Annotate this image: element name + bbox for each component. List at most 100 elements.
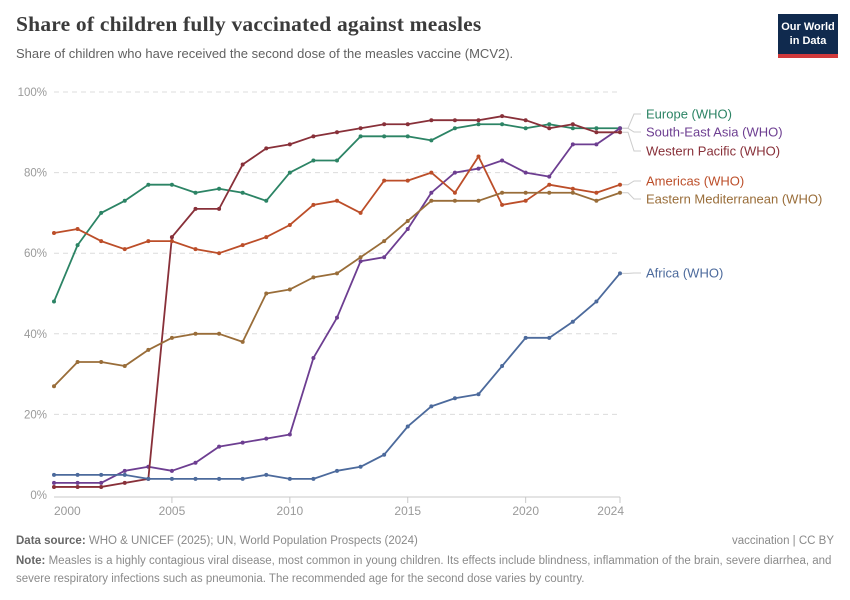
point-eastern-mediterranean-who-2006 — [193, 331, 198, 336]
point-western-pacific-who-2019 — [500, 114, 505, 119]
point-eastern-mediterranean-who-2004 — [146, 347, 151, 352]
point-europe-who-2015 — [405, 134, 410, 139]
point-eastern-mediterranean-who-2024 — [618, 190, 622, 195]
legend-label-africa-who[interactable]: Africa (WHO) — [646, 266, 723, 281]
series-line-americas-who — [53, 155, 621, 255]
point-europe-who-2002 — [99, 210, 104, 215]
y-tick-label-0: 0% — [30, 490, 47, 502]
point-western-pacific-who-2011 — [311, 134, 316, 139]
point-americas-who-2021 — [547, 182, 552, 187]
point-europe-who-2004 — [146, 182, 151, 187]
y-tick-label-20: 20% — [24, 409, 47, 421]
legend-label-south-east-asia-who[interactable]: South-East Asia (WHO) — [646, 125, 783, 140]
point-south-east-asia-who-2020 — [523, 170, 528, 175]
legend-label-europe-who[interactable]: Europe (WHO) — [646, 107, 732, 122]
point-south-east-asia-who-2011 — [311, 355, 316, 360]
y-tick-label-80: 80% — [24, 168, 47, 180]
point-africa-who-2009 — [264, 472, 269, 477]
point-europe-who-2018 — [476, 122, 481, 127]
point-africa-who-2015 — [405, 424, 410, 429]
point-europe-who-2008 — [240, 190, 245, 195]
point-americas-who-2013 — [358, 210, 363, 215]
x-tick-label-2000: 2000 — [54, 504, 81, 518]
point-south-east-asia-who-2016 — [429, 190, 434, 195]
owid-logo[interactable]: Our World in Data — [778, 14, 838, 58]
point-eastern-mediterranean-who-2022 — [570, 190, 575, 195]
point-africa-who-2020 — [523, 335, 528, 340]
point-americas-who-2024 — [618, 182, 622, 187]
point-western-pacific-who-2024 — [618, 130, 622, 135]
point-eastern-mediterranean-who-2023 — [594, 198, 599, 203]
point-europe-who-2007 — [217, 186, 222, 191]
point-western-pacific-who-2006 — [193, 206, 198, 211]
point-americas-who-2009 — [264, 235, 269, 240]
point-south-east-asia-who-2010 — [287, 432, 292, 437]
point-south-east-asia-who-2019 — [500, 158, 505, 163]
point-americas-who-2000 — [52, 231, 56, 236]
point-south-east-asia-who-2006 — [193, 460, 198, 465]
chart-header: Share of children fully vaccinated again… — [16, 12, 746, 61]
point-africa-who-2008 — [240, 476, 245, 481]
point-eastern-mediterranean-who-2008 — [240, 339, 245, 344]
point-americas-who-2017 — [452, 190, 457, 195]
note-label: Note: — [16, 555, 46, 568]
point-africa-who-2005 — [169, 476, 174, 481]
legend-connector-europe-who — [622, 113, 641, 129]
point-western-pacific-who-2005 — [169, 235, 174, 240]
x-tick-label-2005: 2005 — [159, 504, 186, 518]
point-europe-who-2012 — [335, 158, 339, 163]
point-eastern-mediterranean-who-2003 — [122, 364, 127, 369]
legend-label-eastern-mediterranean-who[interactable]: Eastern Mediterranean (WHO) — [646, 192, 822, 207]
point-south-east-asia-who-2018 — [476, 166, 481, 171]
point-americas-who-2007 — [217, 251, 222, 256]
point-europe-who-2019 — [500, 122, 505, 127]
point-eastern-mediterranean-who-2014 — [382, 239, 387, 244]
note-text: Measles is a highly contagious viral dis… — [16, 555, 832, 585]
point-western-pacific-who-2022 — [570, 122, 575, 127]
point-americas-who-2012 — [335, 198, 339, 203]
point-europe-who-2021 — [547, 122, 552, 127]
point-europe-who-2014 — [382, 134, 387, 139]
legend-label-western-pacific-who[interactable]: Western Pacific (WHO) — [646, 144, 780, 159]
legend-connector-americas-who — [622, 180, 641, 186]
point-south-east-asia-who-2003 — [122, 468, 127, 473]
license-links[interactable]: vaccination | CC BY — [731, 535, 834, 547]
point-europe-who-2003 — [122, 198, 127, 203]
data-source-label: Data source: — [16, 535, 86, 547]
point-africa-who-2007 — [217, 476, 222, 481]
point-western-pacific-who-2002 — [99, 484, 104, 489]
point-western-pacific-who-2009 — [264, 146, 269, 151]
point-eastern-mediterranean-who-2016 — [429, 198, 434, 203]
point-americas-who-2018 — [476, 154, 481, 159]
point-south-east-asia-who-2021 — [547, 174, 552, 179]
point-africa-who-2004 — [146, 476, 151, 481]
point-africa-who-2002 — [99, 472, 104, 477]
point-africa-who-2003 — [122, 472, 127, 477]
point-western-pacific-who-2016 — [429, 118, 434, 123]
point-western-pacific-who-2013 — [358, 126, 363, 131]
point-africa-who-2012 — [335, 468, 339, 473]
x-tick-label-2024: 2024 — [597, 504, 624, 518]
point-americas-who-2011 — [311, 202, 316, 207]
data-source-row: Data source: WHO & UNICEF (2025); UN, Wo… — [16, 533, 418, 550]
legend-label-americas-who[interactable]: Americas (WHO) — [646, 174, 744, 189]
legend-connector-western-pacific-who — [622, 131, 641, 152]
point-western-pacific-who-2014 — [382, 122, 387, 127]
point-americas-who-2022 — [570, 186, 575, 191]
point-western-pacific-who-2000 — [52, 484, 56, 489]
point-americas-who-2023 — [594, 190, 599, 195]
point-western-pacific-who-2012 — [335, 130, 339, 135]
point-south-east-asia-who-2007 — [217, 444, 222, 449]
point-europe-who-2005 — [169, 182, 174, 187]
point-eastern-mediterranean-who-2015 — [405, 218, 410, 223]
point-eastern-mediterranean-who-2007 — [217, 331, 222, 336]
point-south-east-asia-who-2012 — [335, 315, 339, 320]
x-tick-label-2020: 2020 — [512, 504, 539, 518]
point-africa-who-2000 — [52, 472, 56, 477]
point-europe-who-2011 — [311, 158, 316, 163]
point-americas-who-2002 — [99, 239, 104, 244]
point-americas-who-2019 — [500, 202, 505, 207]
point-eastern-mediterranean-who-2000 — [52, 384, 56, 389]
point-south-east-asia-who-2009 — [264, 436, 269, 441]
point-africa-who-2024 — [618, 271, 622, 276]
